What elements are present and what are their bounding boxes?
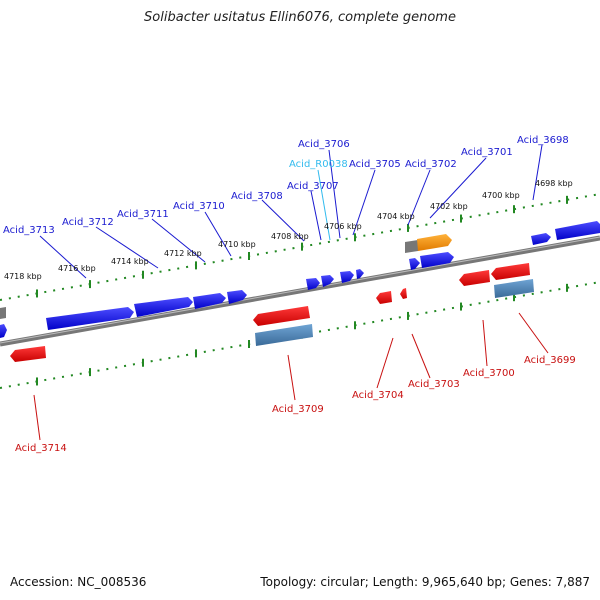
gene-label[interactable]: Acid_3702 [405,159,457,170]
gene-forward[interactable] [420,252,454,268]
gene-reverse[interactable] [459,270,490,286]
scale-label: 4702 kbp [430,202,468,211]
gene-pseudo[interactable] [255,324,313,346]
gene-pseudo[interactable] [0,307,6,319]
gene-forward[interactable] [193,293,226,309]
gene-forward[interactable] [340,271,354,283]
forward-gene-labels: Acid_3713 Acid_3712 Acid_3711 Acid_3710 … [3,135,569,236]
gene-forward[interactable] [409,258,420,270]
gene-reverse[interactable] [376,291,392,304]
gene-forward[interactable] [321,275,334,287]
gene-label[interactable]: Acid_3698 [517,135,569,146]
gene-label[interactable]: Acid_3708 [231,191,283,202]
gene-forward[interactable] [531,233,551,245]
gene-reverse[interactable] [253,306,310,326]
gene-label[interactable]: Acid_3707 [287,181,339,192]
gene-label[interactable]: Acid_3701 [461,147,513,158]
gene-forward[interactable] [227,290,247,304]
scale-label: 4698 kbp [535,179,573,188]
gene-label[interactable]: Acid_3710 [173,201,225,212]
gene-reverse[interactable] [400,288,407,299]
forward-genes [0,221,600,338]
gene-forward[interactable] [134,297,193,317]
gene-label[interactable]: Acid_3711 [117,209,169,220]
gene-label[interactable]: Acid_3700 [463,368,515,379]
gene-label[interactable]: Acid_3713 [3,225,55,236]
gene-forward[interactable] [555,221,600,240]
gene-label[interactable]: Acid_3704 [352,390,404,401]
gene-rrna[interactable] [417,234,452,251]
gene-label[interactable]: Acid_3706 [298,139,350,150]
scale-label: 4700 kbp [482,191,520,200]
genome-backbone-highlight [0,236,600,344]
scale-label: 4712 kbp [164,249,202,258]
scale-labels: 4718 kbp 4716 kbp 4714 kbp 4712 kbp 4710… [4,179,573,281]
scale-label: 4706 kbp [324,222,362,231]
gene-pseudo[interactable] [494,279,534,298]
scale-label: 4710 kbp [218,240,256,249]
scale-label: 4716 kbp [58,264,96,273]
reverse-genes [10,263,530,362]
gene-rna[interactable] [405,240,418,253]
gene-reverse[interactable] [491,263,530,280]
gene-reverse[interactable] [10,346,46,362]
gene-label[interactable]: Acid_3714 [15,443,67,454]
gene-label[interactable]: Acid_3705 [349,159,401,170]
gene-forward[interactable] [306,278,320,290]
genome-summary-text: Topology: circular; Length: 9,965,640 bp… [260,575,590,589]
gene-label[interactable]: Acid_3709 [272,404,324,415]
gene-label[interactable]: Acid_3703 [408,379,460,390]
gene-forward[interactable] [356,269,364,279]
accession-text: Accession: NC_008536 [10,575,147,589]
gene-label[interactable]: Acid_3699 [524,355,576,366]
scale-label: 4714 kbp [111,257,149,266]
scale-label: 4718 kbp [4,272,42,281]
reverse-gene-labels: Acid_3714 Acid_3709 Acid_3704 Acid_3703 … [15,355,576,454]
gene-label[interactable]: Acid_R0038 [289,159,348,170]
forward-label-leaders [39,144,543,279]
gene-forward[interactable] [46,307,134,330]
scale-label: 4704 kbp [377,212,415,221]
scale-label: 4708 kbp [271,232,309,241]
genome-backbone [0,235,600,347]
gene-label[interactable]: Acid_3712 [62,217,114,228]
map-title: Solibacter usitatus Ellin6076, complete … [144,10,456,25]
gene-forward[interactable] [0,324,7,338]
rna-label-leader [317,169,331,241]
reverse-label-leaders [33,312,549,441]
